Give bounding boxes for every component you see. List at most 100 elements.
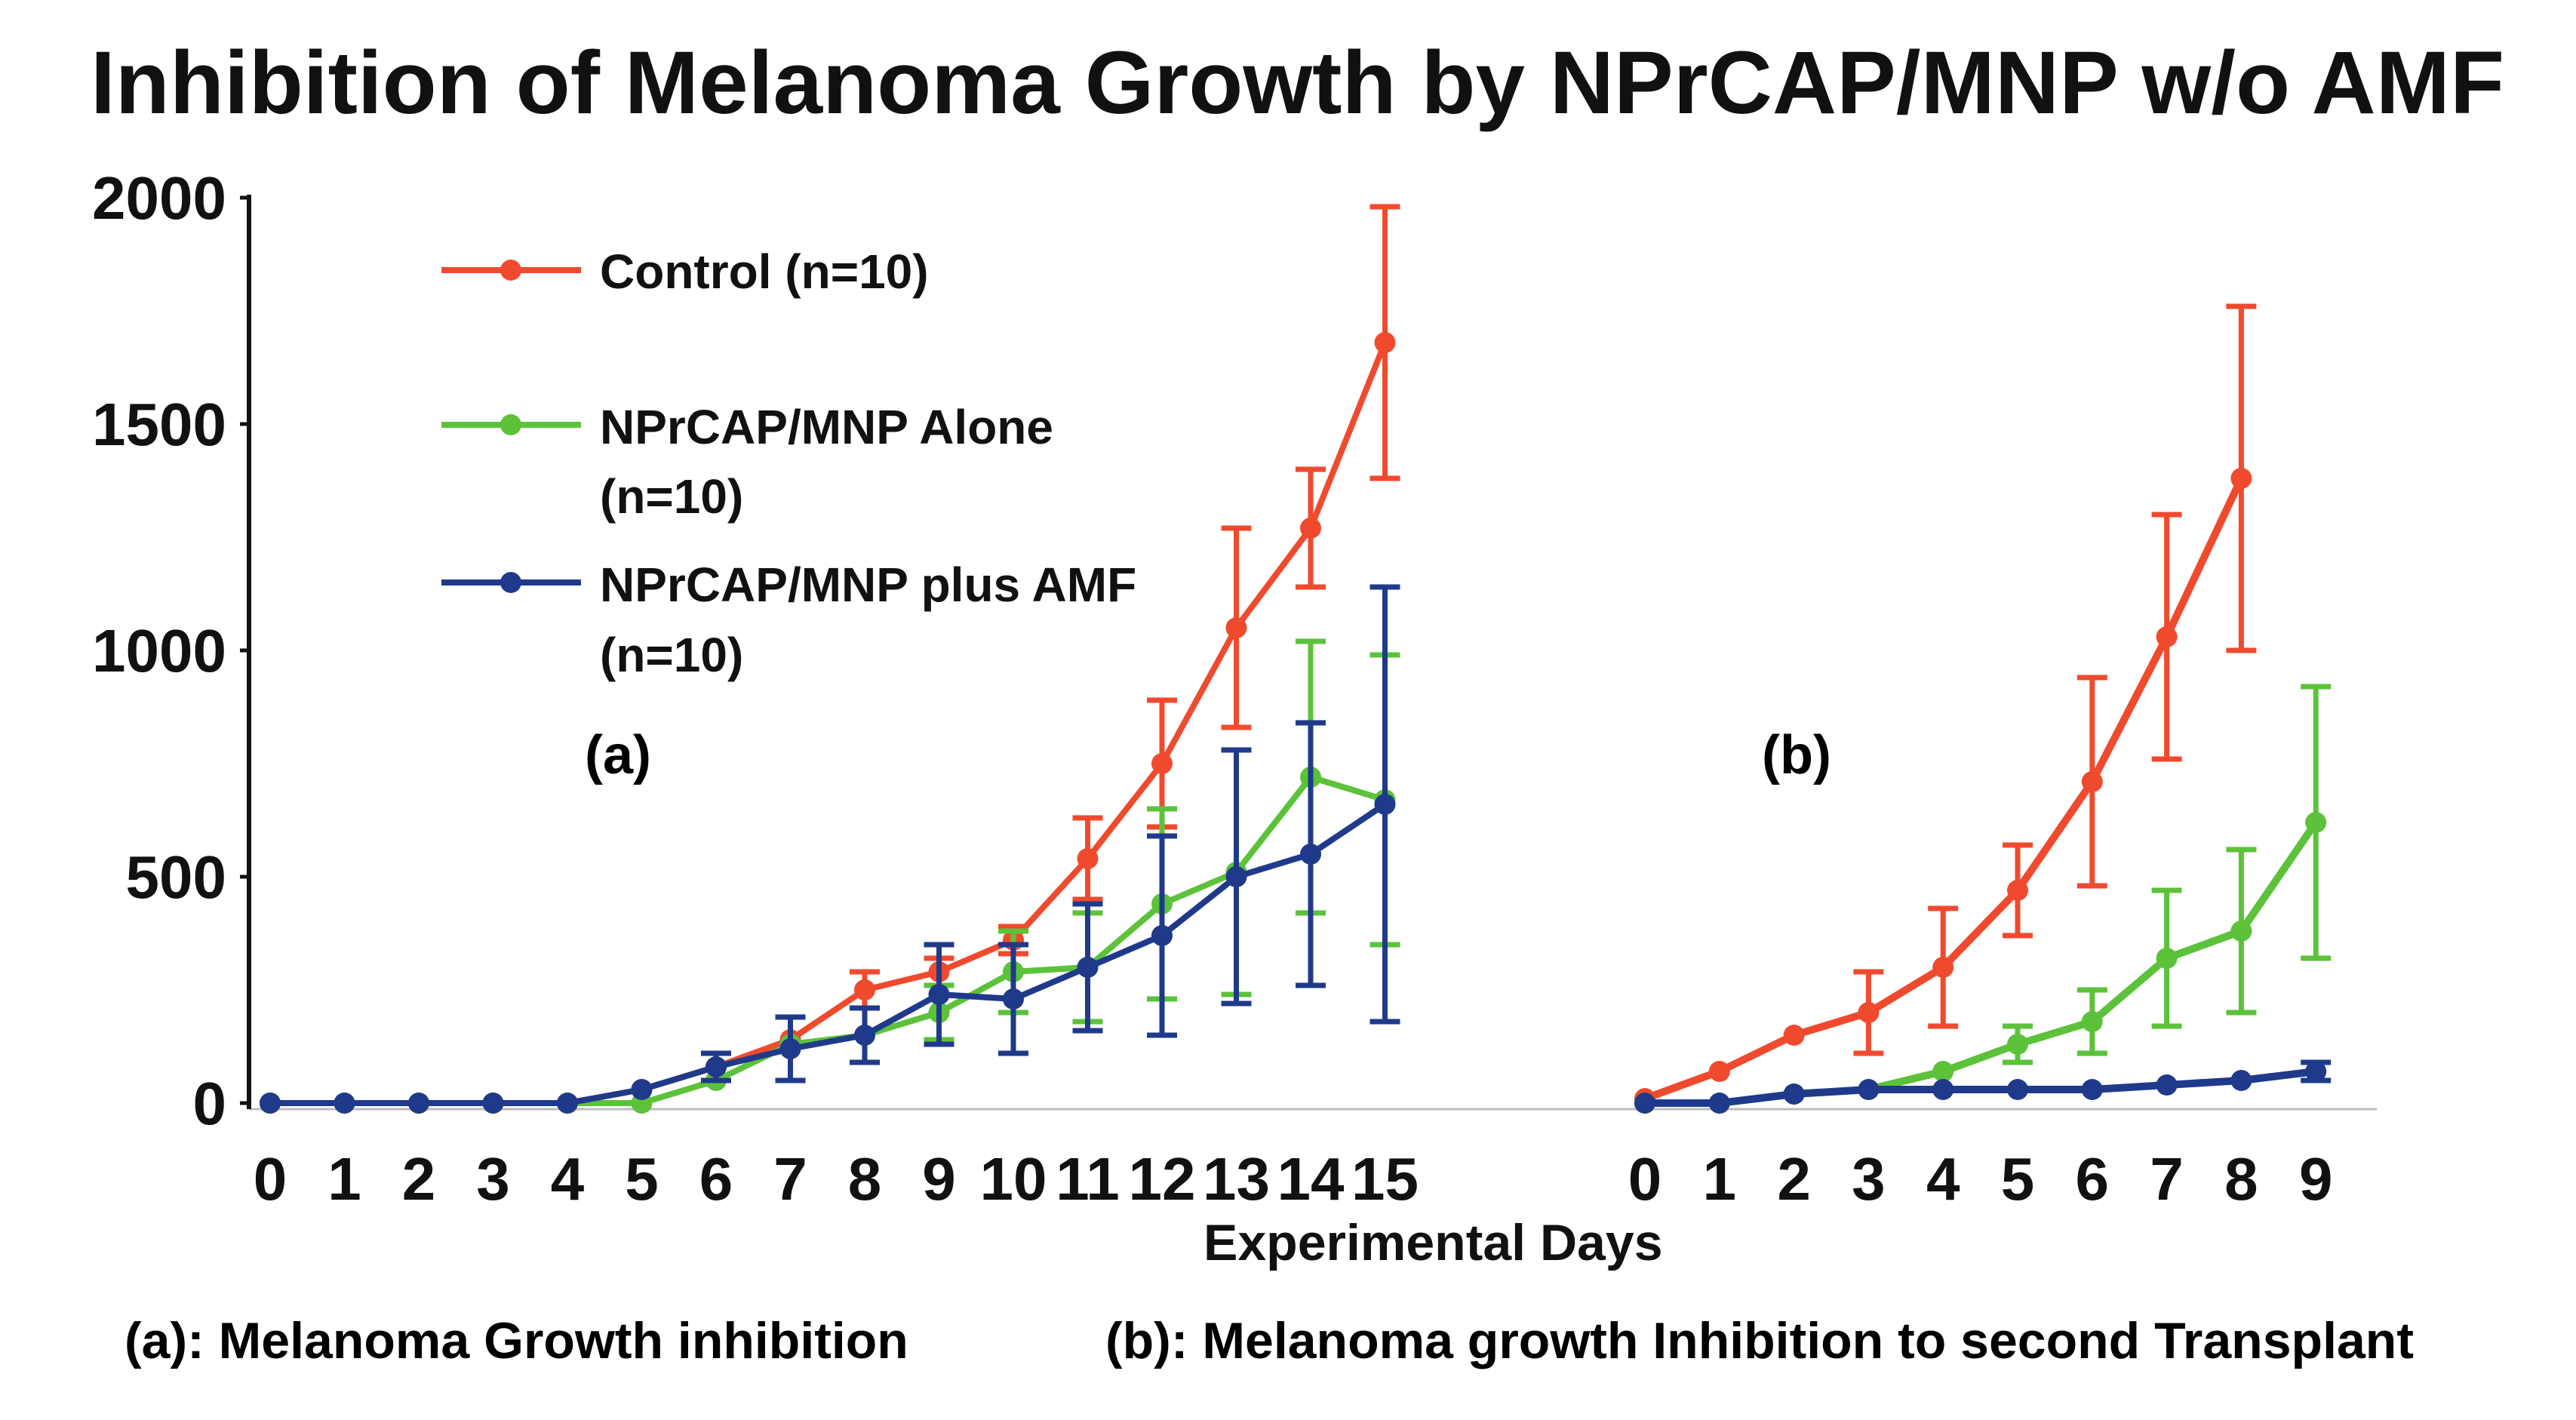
panel-a-label: (a) [585, 725, 651, 785]
x-tick-label-a: 11 [1056, 1145, 1120, 1213]
data-point-plus_amf [1077, 957, 1099, 978]
data-point-plus_amf [2081, 1079, 2103, 1100]
x-tick-label-a: 4 [551, 1145, 585, 1213]
y-tick-label: 1500 [92, 391, 226, 458]
data-point-control [1225, 617, 1247, 638]
series-b-control [1634, 303, 2257, 1109]
data-point-control [1858, 1002, 1880, 1023]
data-point-plus_amf [2007, 1079, 2028, 1100]
series-b-alone [1634, 684, 2332, 1114]
x-tick-label-a: 9 [922, 1145, 956, 1213]
panel-b-label: (b) [1762, 725, 1831, 785]
data-point-control [1300, 518, 1321, 539]
y-tick-label: 1000 [92, 617, 226, 684]
data-point-plus_amf [482, 1093, 504, 1114]
data-point-control [1708, 1061, 1730, 1082]
legend-marker-control [500, 260, 521, 281]
data-point-plus_amf [1374, 794, 1396, 815]
data-point-plus_amf [705, 1056, 727, 1077]
legend-item-control: Control (n=10) [441, 244, 929, 299]
data-point-control [2156, 626, 2178, 647]
x-tick-label-b: 2 [1777, 1145, 1811, 1213]
x-tick-label-b: 3 [1852, 1145, 1886, 1213]
data-point-control [2081, 771, 2103, 792]
x-tick-label-a: 7 [773, 1145, 807, 1213]
data-point-plus_amf [557, 1093, 578, 1114]
data-point-plus_amf [2230, 1070, 2252, 1091]
y-tick-label: 500 [126, 844, 226, 911]
data-point-alone [2230, 921, 2252, 942]
data-point-control [2230, 468, 2252, 489]
legend: Control (n=10) NPrCAP/MNP Alone (n=10) N… [441, 244, 1136, 682]
caption-b: (b): Melanoma growth Inhibition to secon… [1105, 1312, 2414, 1369]
series-line-plus_amf [267, 801, 1388, 1106]
legend-label-plus-amf: NPrCAP/MNP plus AMF [600, 558, 1136, 612]
x-tick-label-a: 15 [1351, 1145, 1419, 1213]
series-line-control [267, 340, 1388, 1106]
data-point-plus_amf [854, 1025, 875, 1046]
data-point-plus_amf [1003, 988, 1024, 1010]
data-point-control [1374, 332, 1396, 353]
data-point-plus_amf [779, 1038, 801, 1059]
data-point-plus_amf [1634, 1093, 1655, 1114]
data-point-plus_amf [260, 1093, 281, 1114]
data-point-alone [2007, 1034, 2028, 1055]
data-point-plus_amf [334, 1093, 355, 1114]
x-tick-label-b: 5 [2001, 1145, 2035, 1213]
x-tick-label-b: 1 [1703, 1145, 1737, 1213]
data-point-control [1783, 1025, 1805, 1046]
x-tick-label-a: 6 [699, 1145, 733, 1213]
x-tick-label-b: 9 [2299, 1145, 2333, 1213]
x-tick-label-b: 7 [2150, 1145, 2184, 1213]
data-point-plus_amf [2305, 1061, 2327, 1082]
legend-item-alone: NPrCAP/MNP Alone (n=10) [441, 400, 1053, 524]
x-tick-label-b: 8 [2224, 1145, 2258, 1213]
x-tick-label-a: 12 [1129, 1145, 1196, 1213]
series-a-plus_amf [260, 584, 1400, 1114]
data-point-plus_amf [631, 1079, 653, 1100]
x-tick-label-a: 14 [1277, 1145, 1345, 1213]
x-tick-label-a: 1 [327, 1145, 361, 1213]
data-point-alone [2081, 1011, 2103, 1032]
x-tick-label-a: 2 [402, 1145, 436, 1213]
x-tick-label-b: 4 [1926, 1145, 1960, 1213]
data-point-plus_amf [1151, 925, 1173, 946]
x-tick-label-a: 5 [625, 1145, 659, 1213]
data-point-alone [2305, 812, 2327, 833]
x-tick-label-b: 0 [1628, 1145, 1662, 1213]
series-line-plus_amf [1641, 1068, 2320, 1107]
x-tick-label-a: 3 [476, 1145, 510, 1213]
data-point-plus_amf [1708, 1093, 1730, 1114]
y-tick-label: 0 [193, 1070, 227, 1137]
data-point-plus_amf [1225, 866, 1247, 887]
legend-label-plus-amf-n: (n=10) [600, 628, 743, 682]
data-point-plus_amf [928, 984, 950, 1005]
y-tick-label: 2000 [92, 164, 226, 232]
x-tick-labels: 0 1 2 3 4 5 6 7 8 9 10 11 12 13 14 15 0 1 2 3 4 5 6 7 8 9 [254, 1145, 2333, 1213]
series-a-control [260, 204, 1400, 1114]
data-point-control [1077, 848, 1099, 869]
y-tick-labels: 0 500 1000 1500 2000 [92, 164, 249, 1137]
data-point-control [2007, 880, 2028, 901]
legend-marker-plus-amf [500, 572, 521, 593]
x-tick-label-a: 0 [254, 1145, 287, 1213]
legend-label-alone: NPrCAP/MNP Alone [600, 400, 1053, 454]
data-point-alone [2156, 948, 2178, 969]
x-axis-label: Experimental Days [1203, 1214, 1663, 1271]
x-tick-label-a: 13 [1203, 1145, 1270, 1213]
data-point-plus_amf [1783, 1083, 1805, 1105]
data-point-plus_amf [1300, 844, 1321, 865]
data-point-plus_amf [2156, 1074, 2178, 1096]
x-tick-label-a: 10 [980, 1145, 1047, 1213]
data-point-control [1151, 753, 1173, 774]
legend-item-plus-amf: NPrCAP/MNP plus AMF (n=10) [441, 558, 1136, 682]
x-tick-label-b: 6 [2076, 1145, 2110, 1213]
data-point-plus_amf [1858, 1079, 1880, 1100]
data-point-plus_amf [408, 1093, 429, 1114]
data-point-plus_amf [1932, 1079, 1954, 1100]
legend-label-control: Control (n=10) [600, 244, 929, 299]
series-layer [260, 204, 2332, 1114]
x-tick-label-a: 8 [848, 1145, 882, 1213]
series-b-plus_amf [1634, 1059, 2332, 1114]
